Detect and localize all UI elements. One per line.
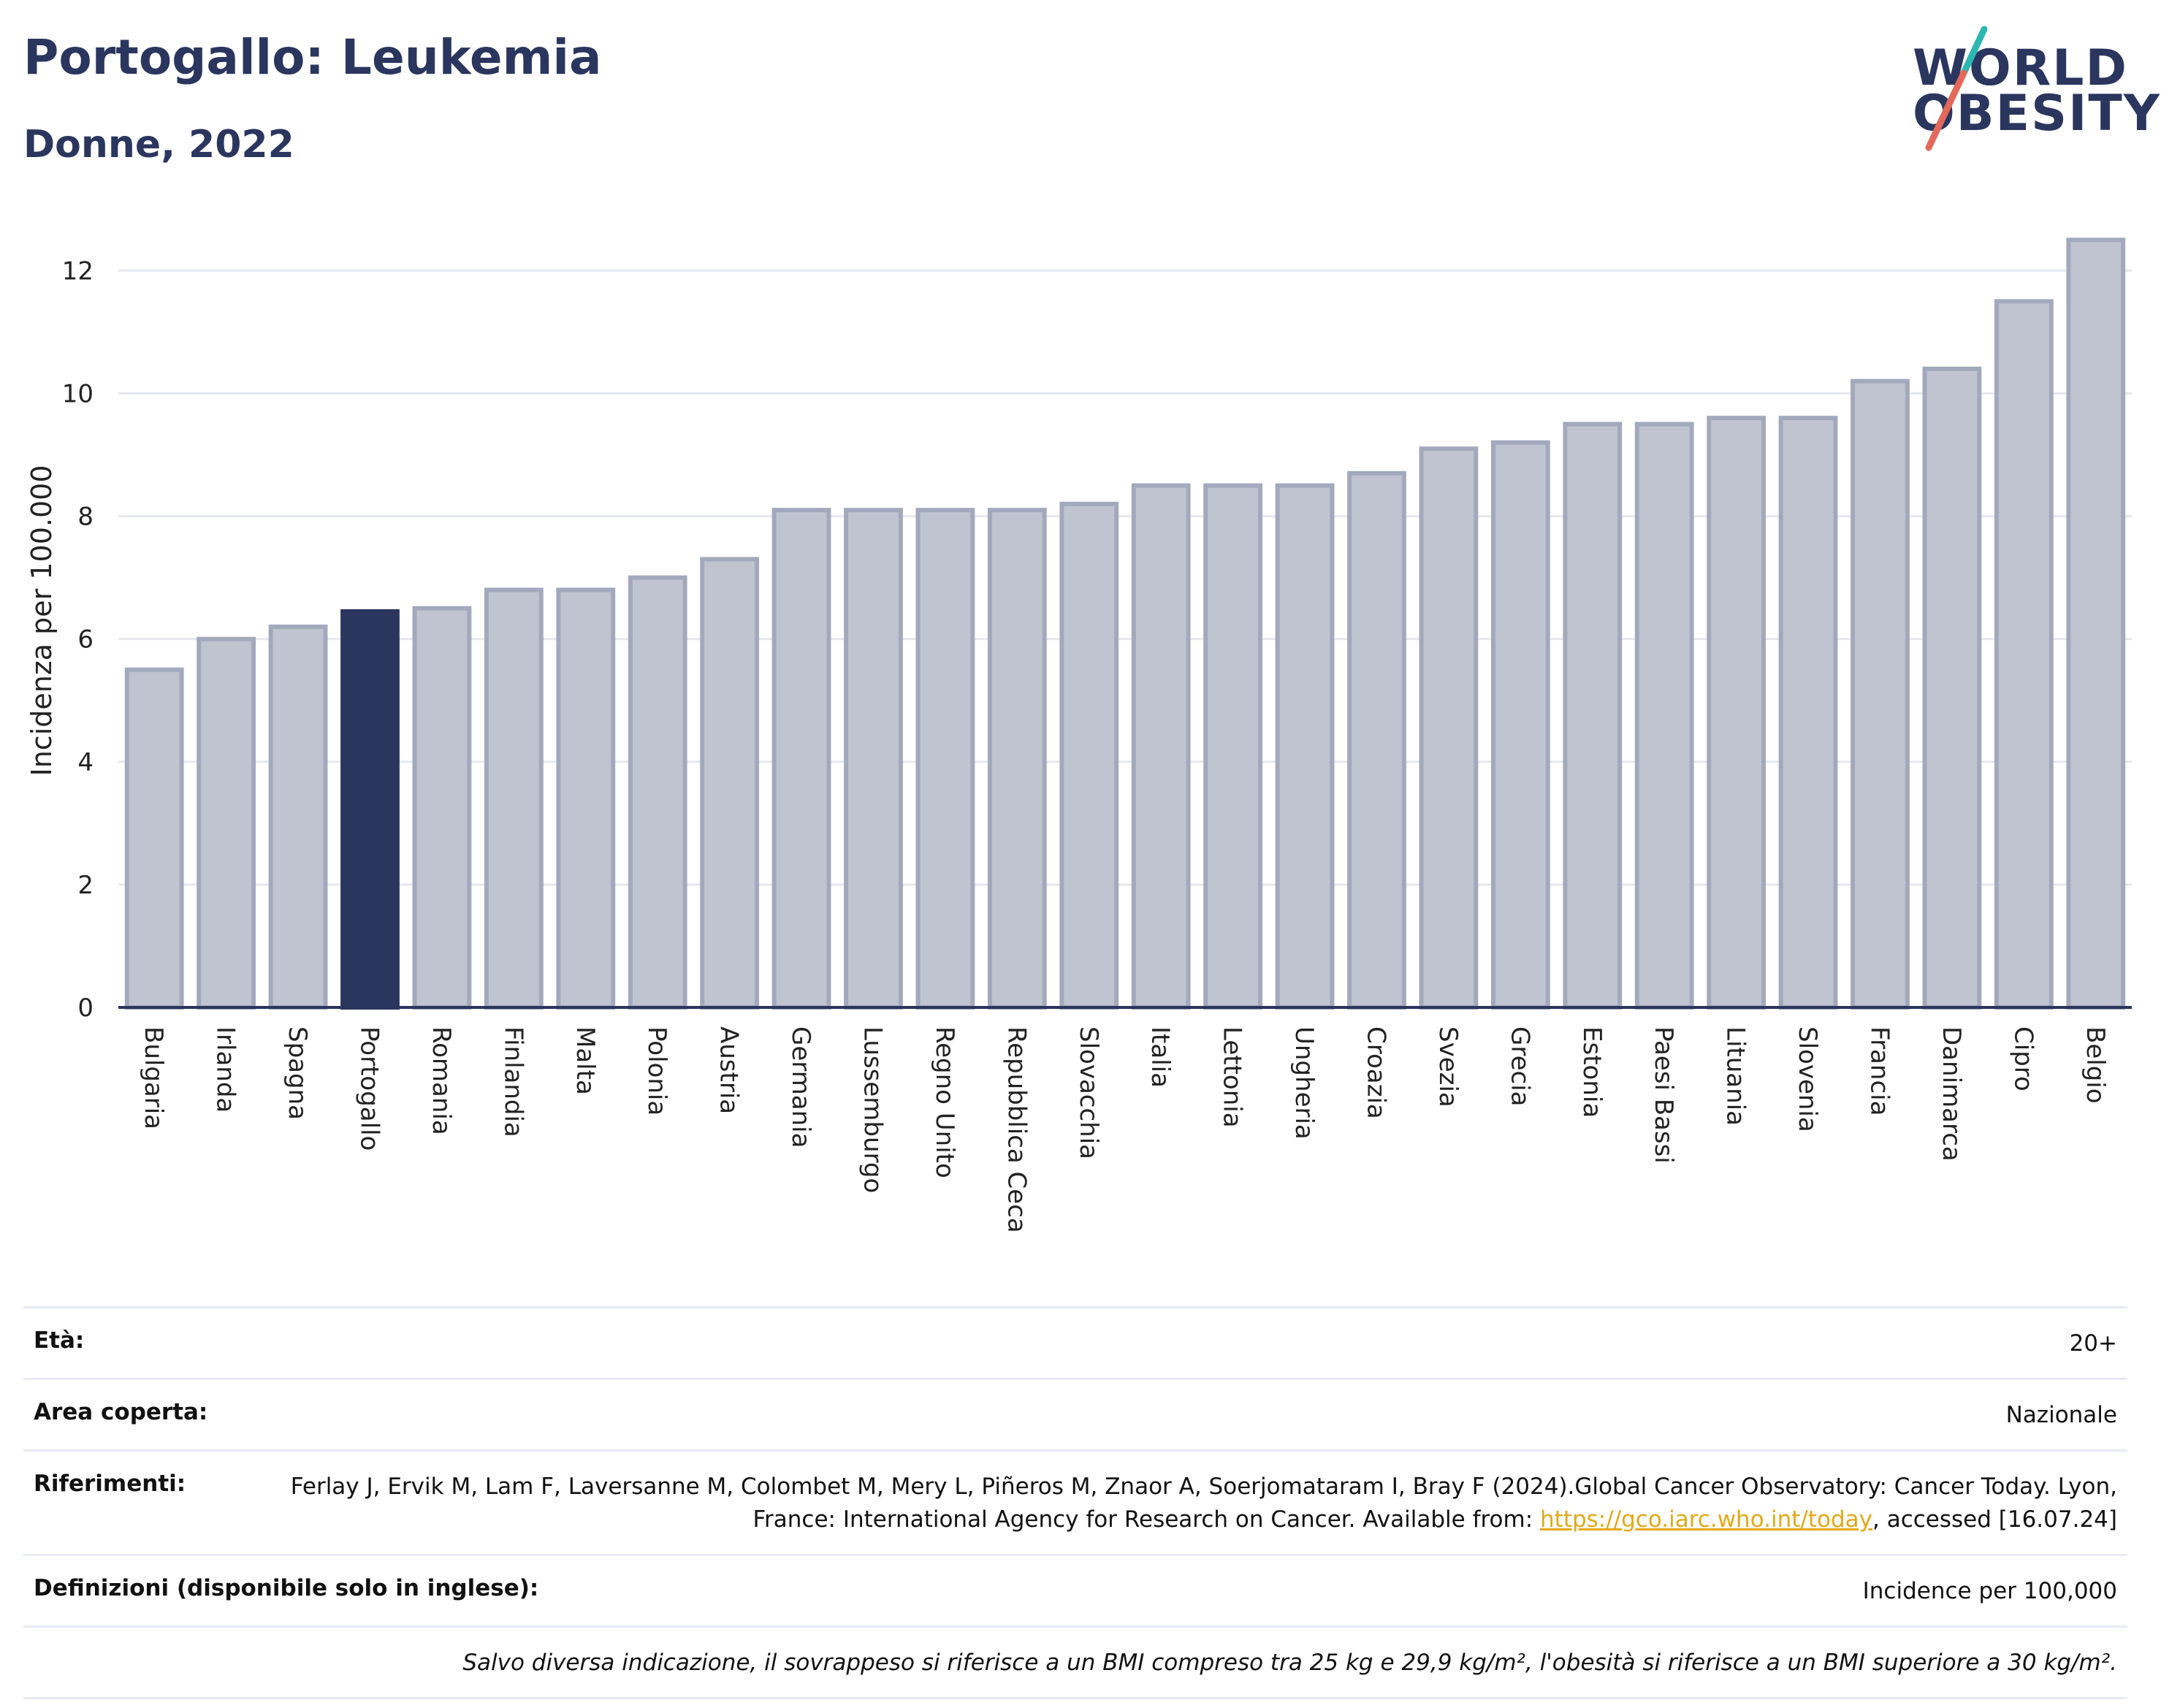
y-tick-label: 8 bbox=[77, 503, 94, 532]
chart-title: Portogallo: Leukemia bbox=[23, 29, 602, 85]
age-value: 20+ bbox=[2069, 1330, 2117, 1357]
x-tick-label: Francia bbox=[1865, 1026, 1894, 1116]
x-tick-label: Danimarca bbox=[1937, 1026, 1966, 1162]
x-tick-label: Finlandia bbox=[498, 1026, 527, 1137]
world-obesity-logo[interactable]: WORLD OBESITY bbox=[1899, 22, 2160, 153]
bar-estonia bbox=[1563, 422, 1623, 1010]
bar-romania bbox=[412, 606, 472, 1010]
area-value: Nazionale bbox=[2005, 1401, 2117, 1428]
x-tick-label: Grecia bbox=[1505, 1026, 1534, 1106]
x-tick-label: Germania bbox=[786, 1026, 815, 1148]
references-link[interactable]: https://gco.iarc.who.int/today bbox=[1540, 1506, 1872, 1533]
logo-slash-icon bbox=[1925, 26, 1988, 151]
x-tick-label: Regno Unito bbox=[930, 1026, 959, 1178]
x-tick-label: Cipro bbox=[2008, 1026, 2038, 1091]
bmi-note: Salvo diversa indicazione, il sovrappeso… bbox=[462, 1649, 2117, 1676]
bar-regno-unito bbox=[915, 508, 975, 1010]
info-row-definitions: Definizioni (disponibile solo in inglese… bbox=[23, 1553, 2127, 1625]
references-value: Ferlay J, Ervik M, Lam F, Laversanne M, … bbox=[215, 1471, 2117, 1536]
x-tick-label: Portogallo bbox=[355, 1026, 384, 1151]
bar-austria bbox=[700, 557, 760, 1010]
chart-subtitle: Donne, 2022 bbox=[23, 123, 294, 167]
bar-francia bbox=[1851, 378, 1910, 1010]
info-row-age: Età: 20+ bbox=[23, 1306, 2127, 1378]
references-label: Riferimenti: bbox=[34, 1470, 186, 1497]
x-tick-label: Svezia bbox=[1433, 1026, 1463, 1107]
bar-cipro bbox=[1994, 299, 2054, 1010]
bar-slovenia bbox=[1778, 416, 1838, 1010]
bar-croazia bbox=[1347, 470, 1406, 1010]
x-tick-label: Estonia bbox=[1577, 1026, 1607, 1118]
y-tick-label: 6 bbox=[77, 625, 94, 655]
x-tick-label: Lussemburgo bbox=[858, 1026, 888, 1193]
x-tick-label: Bulgaria bbox=[139, 1026, 168, 1129]
bar-grecia bbox=[1490, 440, 1550, 1010]
x-tick-label: Irlanda bbox=[211, 1026, 240, 1113]
bar-irlanda bbox=[197, 636, 256, 1010]
bar-italia bbox=[1131, 483, 1191, 1010]
bar-belgio bbox=[2066, 237, 2126, 1010]
info-row-area: Area coperta: Nazionale bbox=[23, 1377, 2127, 1449]
references-tail: , accessed [16.07.24] bbox=[1872, 1506, 2117, 1533]
references-text: Ferlay J, Ervik M, Lam F, Laversanne M, … bbox=[290, 1473, 2117, 1533]
y-tick-label: 4 bbox=[77, 748, 94, 777]
bar-chart: 0 2 4 6 8 10 12 Incidenza per 100.000 Bulgaria Ir… bbox=[26, 237, 2132, 1233]
bar-finlandia bbox=[484, 587, 544, 1010]
x-tick-label: Lettonia bbox=[1218, 1026, 1247, 1128]
info-table: Età: 20+ Area coperta: Nazionale Riferim… bbox=[23, 1306, 2127, 1699]
y-axis-label: Incidenza per 100.000 bbox=[26, 465, 58, 777]
x-tick-label: Malta bbox=[571, 1026, 600, 1095]
info-row-note: Salvo diversa indicazione, il sovrappeso… bbox=[23, 1625, 2127, 1699]
bar-slovacchia bbox=[1059, 501, 1119, 1010]
bar-polonia bbox=[628, 575, 687, 1010]
y-tick-label: 10 bbox=[62, 380, 94, 409]
y-tick-label: 0 bbox=[77, 994, 94, 1023]
x-tick-label: Paesi Bassi bbox=[1649, 1026, 1678, 1164]
bar-paesi-bassi bbox=[1634, 422, 1694, 1010]
definitions-value: Incidence per 100,000 bbox=[1862, 1577, 2117, 1604]
age-label: Età: bbox=[34, 1327, 85, 1354]
bar-germania bbox=[771, 508, 831, 1010]
x-tick-label: Belgio bbox=[2081, 1026, 2110, 1104]
x-tick-label: Ungheria bbox=[1289, 1026, 1319, 1140]
bar-repubblica-ceca bbox=[987, 508, 1047, 1010]
bar-bulgaria bbox=[124, 667, 184, 1010]
x-tick-label: Polonia bbox=[642, 1026, 671, 1116]
bar-lettonia bbox=[1203, 483, 1263, 1010]
x-tick-label: Italia bbox=[1146, 1026, 1175, 1088]
y-tick-label: 2 bbox=[77, 871, 94, 900]
x-tick-label: Spagna bbox=[283, 1026, 312, 1120]
bar-lituania bbox=[1707, 416, 1766, 1010]
bar-danimarca bbox=[1922, 366, 1982, 1010]
bar-malta bbox=[556, 587, 616, 1010]
x-tick-label: Romania bbox=[427, 1026, 456, 1135]
x-tick-label: Repubblica Ceca bbox=[1002, 1026, 1031, 1233]
bar-spagna bbox=[268, 624, 328, 1010]
x-tick-label: Lituania bbox=[1721, 1026, 1750, 1126]
bar-svezia bbox=[1419, 446, 1479, 1010]
info-row-references: Riferimenti: Ferlay J, Ervik M, Lam F, L… bbox=[23, 1449, 2127, 1554]
x-tick-label: Slovenia bbox=[1793, 1026, 1822, 1132]
x-tick-label: Croazia bbox=[1362, 1026, 1391, 1119]
y-tick-label: 12 bbox=[62, 256, 94, 286]
x-tick-label: Slovacchia bbox=[1074, 1026, 1103, 1159]
x-tick-label: Austria bbox=[714, 1026, 744, 1114]
logo-word-world: WORLD bbox=[1913, 39, 2128, 97]
definitions-label: Definizioni (disponibile solo in inglese… bbox=[34, 1574, 539, 1601]
bar-lussemburgo bbox=[844, 508, 903, 1010]
area-label: Area coperta: bbox=[34, 1398, 208, 1425]
bar-portogallo bbox=[340, 609, 400, 1010]
bar-ungheria bbox=[1275, 483, 1335, 1010]
